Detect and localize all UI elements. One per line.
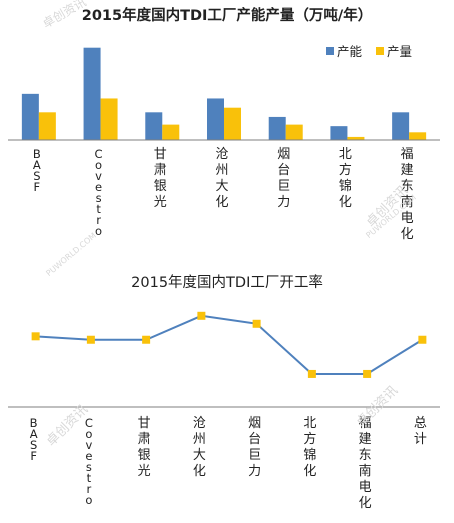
chart-title: 2015年度国内TDI工厂产能产量（万吨/年） <box>82 6 372 24</box>
x-tick-label: 烟台巨力 <box>248 416 261 479</box>
x-tick-label: 福建东南电化 <box>359 416 372 511</box>
chart-title: 2015年度国内TDI工厂开工率 <box>131 274 323 291</box>
bar-产能 <box>268 116 286 140</box>
line-series-group <box>31 311 427 378</box>
capacity-output-chart: 2015年度国内TDI工厂产能产量（万吨/年） 产能 产量 B A S F C o v e s t r… <box>8 6 440 242</box>
legend-swatch <box>376 47 384 55</box>
bar-产量 <box>285 124 303 140</box>
bar-series-group <box>21 47 427 140</box>
data-point <box>31 332 40 341</box>
x-tick-label: 福建东南电化 <box>401 147 414 242</box>
bar-产能 <box>83 47 101 140</box>
x-tick-label: 北方锦化 <box>339 147 352 210</box>
legend-swatch <box>326 47 334 55</box>
bar-产量 <box>38 112 56 140</box>
bar-产量 <box>100 98 118 140</box>
bar-产能 <box>330 126 348 140</box>
x-tick-label: 北方锦化 <box>303 416 316 479</box>
operating-rate-chart: 2015年度国内TDI工厂开工率 B A S F C o v e s t r o 甘肃银光 沧州大化 烟台巨… <box>8 274 440 511</box>
bar-产能 <box>145 112 163 140</box>
x-tick-label: 甘肃银光 <box>138 416 151 479</box>
bar-产能 <box>21 93 39 140</box>
data-point <box>197 311 206 320</box>
x-tick-labels: B A S F C o v e s t r o 甘肃银光 沧州大化 烟台巨力 北方锦化 福建东南电化 <box>33 146 414 242</box>
data-point <box>418 335 427 344</box>
x-tick-label: 甘肃银光 <box>154 147 167 210</box>
data-point <box>363 369 372 378</box>
x-tick-label: 沧州大化 <box>215 146 228 210</box>
bar-产能 <box>392 112 410 140</box>
x-tick-label: 沧州大化 <box>193 415 206 479</box>
data-point <box>252 319 261 328</box>
bar-产能 <box>207 98 224 140</box>
legend-label: 产量 <box>387 44 412 59</box>
data-point <box>142 335 151 344</box>
x-tick-labels: B A S F C o v e s t r o 甘肃银光 沧州大化 烟台巨力 北方锦化 福建东南电化 总计 <box>30 415 427 511</box>
bar-产量 <box>347 136 365 140</box>
x-tick-label: 总计 <box>414 416 427 447</box>
bar-产量 <box>162 124 180 140</box>
legend: 产能 产量 <box>326 44 412 59</box>
legend-label: 产能 <box>337 44 363 59</box>
bar-产量 <box>409 132 427 140</box>
x-tick-label: 烟台巨力 <box>277 147 290 210</box>
data-point <box>86 335 95 344</box>
data-point <box>307 369 316 378</box>
bar-产量 <box>224 107 241 140</box>
series-line <box>35 314 423 375</box>
